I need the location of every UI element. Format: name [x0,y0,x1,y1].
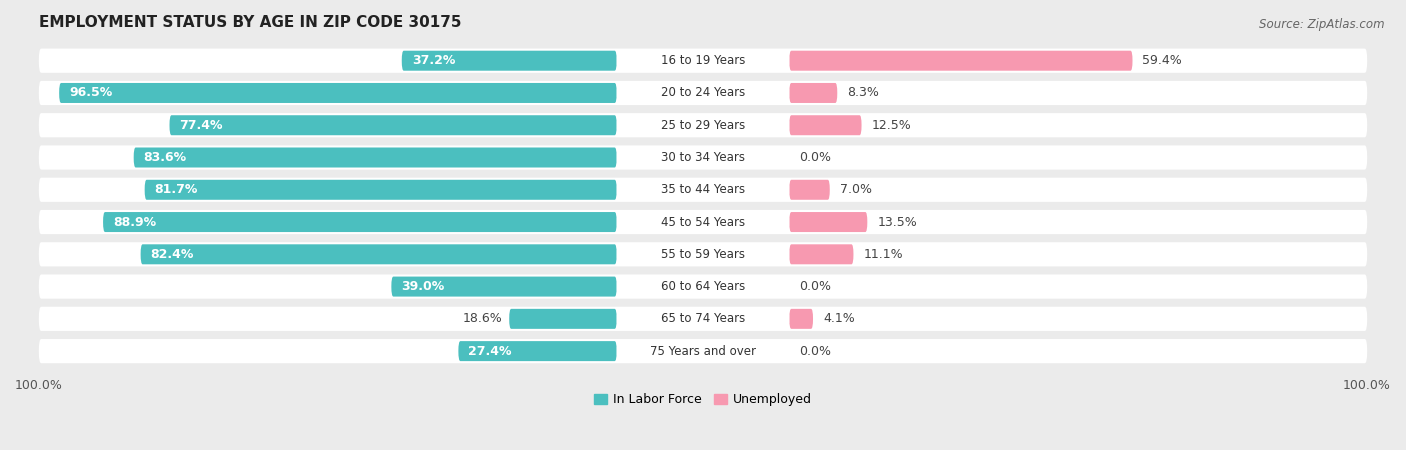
Text: 13.5%: 13.5% [877,216,917,229]
Text: 65 to 74 Years: 65 to 74 Years [661,312,745,325]
Text: Source: ZipAtlas.com: Source: ZipAtlas.com [1260,18,1385,31]
FancyBboxPatch shape [617,245,789,264]
FancyBboxPatch shape [39,49,1367,73]
FancyBboxPatch shape [39,339,1367,363]
FancyBboxPatch shape [789,51,1132,71]
FancyBboxPatch shape [789,115,862,135]
FancyBboxPatch shape [39,274,1367,299]
FancyBboxPatch shape [141,244,617,264]
FancyBboxPatch shape [39,81,1367,105]
FancyBboxPatch shape [509,309,617,329]
Text: EMPLOYMENT STATUS BY AGE IN ZIP CODE 30175: EMPLOYMENT STATUS BY AGE IN ZIP CODE 301… [39,15,461,30]
Text: 59.4%: 59.4% [1143,54,1182,67]
FancyBboxPatch shape [145,180,617,200]
FancyBboxPatch shape [617,277,789,296]
Text: 37.2%: 37.2% [412,54,456,67]
Text: 96.5%: 96.5% [69,86,112,99]
Text: 0.0%: 0.0% [799,151,831,164]
FancyBboxPatch shape [39,178,1367,202]
FancyBboxPatch shape [789,212,868,232]
Text: 55 to 59 Years: 55 to 59 Years [661,248,745,261]
Text: 18.6%: 18.6% [463,312,502,325]
FancyBboxPatch shape [617,180,789,199]
FancyBboxPatch shape [617,51,789,70]
Text: 11.1%: 11.1% [863,248,903,261]
Legend: In Labor Force, Unemployed: In Labor Force, Unemployed [589,388,817,411]
Text: 8.3%: 8.3% [848,86,879,99]
Text: 75 Years and over: 75 Years and over [650,345,756,358]
Text: 83.6%: 83.6% [143,151,187,164]
FancyBboxPatch shape [789,180,830,200]
FancyBboxPatch shape [391,277,617,297]
Text: 60 to 64 Years: 60 to 64 Years [661,280,745,293]
FancyBboxPatch shape [789,83,838,103]
FancyBboxPatch shape [458,341,617,361]
Text: 0.0%: 0.0% [799,280,831,293]
Text: 77.4%: 77.4% [180,119,224,132]
FancyBboxPatch shape [789,244,853,264]
Text: 81.7%: 81.7% [155,183,198,196]
FancyBboxPatch shape [617,310,789,328]
Text: 39.0%: 39.0% [401,280,444,293]
FancyBboxPatch shape [617,116,789,135]
Text: 30 to 34 Years: 30 to 34 Years [661,151,745,164]
FancyBboxPatch shape [59,83,617,103]
Text: 82.4%: 82.4% [150,248,194,261]
Text: 35 to 44 Years: 35 to 44 Years [661,183,745,196]
Text: 0.0%: 0.0% [799,345,831,358]
FancyBboxPatch shape [617,213,789,231]
FancyBboxPatch shape [402,51,617,71]
FancyBboxPatch shape [39,242,1367,266]
Text: 25 to 29 Years: 25 to 29 Years [661,119,745,132]
Text: 7.0%: 7.0% [839,183,872,196]
FancyBboxPatch shape [617,342,789,360]
FancyBboxPatch shape [170,115,617,135]
Text: 27.4%: 27.4% [468,345,512,358]
FancyBboxPatch shape [39,307,1367,331]
Text: 88.9%: 88.9% [112,216,156,229]
FancyBboxPatch shape [789,309,813,329]
Text: 4.1%: 4.1% [823,312,855,325]
FancyBboxPatch shape [39,145,1367,170]
FancyBboxPatch shape [39,210,1367,234]
Text: 20 to 24 Years: 20 to 24 Years [661,86,745,99]
Text: 16 to 19 Years: 16 to 19 Years [661,54,745,67]
Text: 12.5%: 12.5% [872,119,911,132]
Text: 45 to 54 Years: 45 to 54 Years [661,216,745,229]
FancyBboxPatch shape [617,148,789,167]
FancyBboxPatch shape [103,212,617,232]
FancyBboxPatch shape [617,84,789,102]
FancyBboxPatch shape [39,113,1367,137]
FancyBboxPatch shape [134,148,617,167]
